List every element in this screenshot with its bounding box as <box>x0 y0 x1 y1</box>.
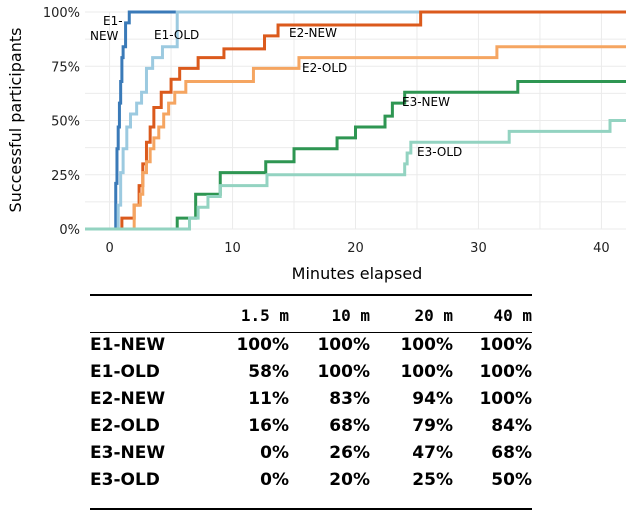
table-cell: 94% <box>412 388 453 409</box>
table-cell: 83% <box>329 388 370 409</box>
table-cell: 0% <box>260 469 289 490</box>
table-cell: 47% <box>412 442 453 463</box>
y-tick-label: 50% <box>51 115 80 130</box>
table-header-40m: 40 m <box>493 306 532 325</box>
table-row-label: E3-OLD <box>90 469 160 490</box>
x-tick-label: 30 <box>470 241 487 256</box>
table-row-label: E3-NEW <box>90 442 166 463</box>
series-label-e1-new-2: NEW <box>90 29 119 43</box>
table-cell: 26% <box>329 442 370 463</box>
results-table: 1.5 m 10 m 20 m 40 m E1-NEW 100% 100% 100% 1… <box>90 300 532 493</box>
table-cell: 50% <box>491 469 532 490</box>
table-cell: 16% <box>248 415 289 436</box>
x-tick-label: 40 <box>593 241 610 256</box>
table-cell: 100% <box>317 334 370 355</box>
table-cell: 68% <box>491 442 532 463</box>
series-label-e2-old: E2-OLD <box>302 61 347 75</box>
chart: 0% 25% 50% 75% 100% 0 10 20 30 40 Minutes elapse… <box>6 6 626 283</box>
y-axis-title: Successful participants <box>6 28 25 213</box>
table-cell: 100% <box>479 334 532 355</box>
table-header-corner <box>90 300 198 331</box>
table-row: E1-OLD 58% 100% 100% 100% <box>90 358 532 385</box>
table-cell: 100% <box>479 361 532 382</box>
series-line-e3-old <box>85 119 626 231</box>
y-axis-ticks: 0% 25% 50% 75% 100% <box>43 6 80 238</box>
table-row: E3-OLD 0% 20% 25% 50% <box>90 466 532 493</box>
table-cell: 68% <box>329 415 370 436</box>
table-cell: 100% <box>479 388 532 409</box>
x-tick-label: 20 <box>347 241 364 256</box>
table-cell: 20% <box>329 469 370 490</box>
x-tick-label: 0 <box>105 241 113 256</box>
table-row: E1-NEW 100% 100% 100% 100% <box>90 331 532 358</box>
series-label-e1-old: E1-OLD <box>154 28 199 42</box>
series-group <box>85 10 626 231</box>
grid <box>85 11 626 230</box>
series-label-e3-new: E3-NEW <box>402 95 450 109</box>
table-cell: 100% <box>236 334 289 355</box>
table-cell: 0% <box>260 442 289 463</box>
table-cell: 100% <box>317 361 370 382</box>
series-label-e1-new: E1- <box>103 14 123 28</box>
table-mid-rule <box>90 332 532 333</box>
series-label-e3-old: E3-OLD <box>417 145 462 159</box>
table-header-row: 1.5 m 10 m 20 m 40 m <box>90 300 532 331</box>
x-axis-ticks: 0 10 20 30 40 <box>105 241 609 256</box>
table-bottom-rule <box>90 508 532 510</box>
series-label-e2-new: E2-NEW <box>289 26 337 40</box>
series-line-e3-new <box>85 79 626 231</box>
table-cell: 84% <box>491 415 532 436</box>
table-row: E2-NEW 11% 83% 94% 100% <box>90 385 532 412</box>
table-body: E1-NEW 100% 100% 100% 100% E1-OLD 58% 100% 100% 1… <box>90 331 532 493</box>
table-row-label: E1-NEW <box>90 334 166 355</box>
table-row: E2-OLD 16% 68% 79% 84% <box>90 412 532 439</box>
table-header-10m: 10 m <box>331 306 370 325</box>
table-cell: 100% <box>400 334 453 355</box>
x-axis-title: Minutes elapsed <box>292 264 423 283</box>
table-row-label: E1-OLD <box>90 361 160 382</box>
series-line-e1-new <box>85 10 626 231</box>
series-line-e1-old <box>85 10 626 231</box>
table-cell: 11% <box>248 388 289 409</box>
table-row-label: E2-NEW <box>90 388 166 409</box>
table-cell: 100% <box>400 361 453 382</box>
y-tick-label: 25% <box>51 169 80 184</box>
table-row-label: E2-OLD <box>90 415 160 436</box>
table-top-rule <box>90 294 532 296</box>
series-line-e2-old <box>85 45 626 231</box>
y-tick-label: 100% <box>43 6 80 21</box>
table-cell: 79% <box>412 415 453 436</box>
y-tick-label: 75% <box>51 60 80 75</box>
y-tick-label: 0% <box>59 223 80 238</box>
x-tick-label: 10 <box>224 241 241 256</box>
table-header-1-5m: 1.5 m <box>240 306 289 325</box>
table-cell: 25% <box>412 469 453 490</box>
table-row: E3-NEW 0% 26% 47% 68% <box>90 439 532 466</box>
table-cell: 58% <box>248 361 289 382</box>
table-header-20m: 20 m <box>414 306 453 325</box>
